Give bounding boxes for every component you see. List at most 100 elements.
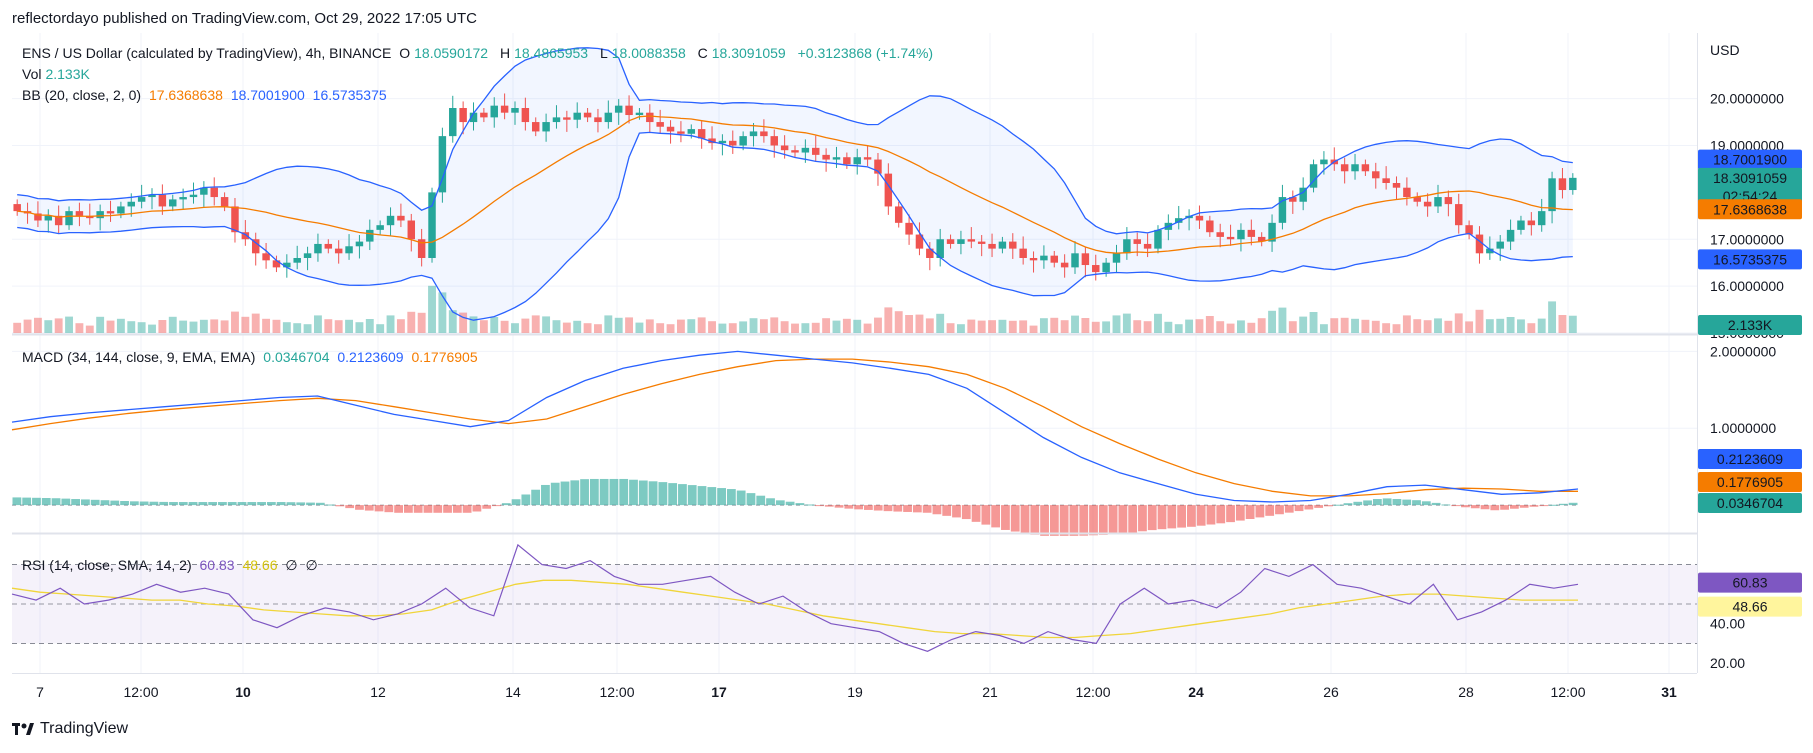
macd-histogram-bar <box>981 505 991 525</box>
volume-bar <box>1174 324 1183 333</box>
candle-body <box>293 258 301 263</box>
low-value: 18.0088358 <box>611 45 686 61</box>
candle-body <box>729 140 737 146</box>
high-value: 18.4865953 <box>514 45 589 61</box>
volume-bar <box>85 325 94 333</box>
volume-bar <box>262 318 271 333</box>
macd-histogram-bar <box>12 497 22 506</box>
macd-histogram-bar <box>844 505 854 509</box>
volume-bar <box>334 320 343 333</box>
macd-histogram-bar <box>1529 505 1539 507</box>
volume-bar <box>687 319 696 333</box>
rsi-value: 60.83 <box>199 557 235 573</box>
macd-histogram-bar <box>1509 505 1519 509</box>
volume-bar <box>1216 321 1225 333</box>
volume-bar <box>1434 318 1442 333</box>
candle-body <box>127 201 135 207</box>
volume-bar <box>1039 318 1048 333</box>
candle-body <box>1496 241 1504 249</box>
macd-histogram-bar <box>1284 505 1294 513</box>
candle-body <box>1486 248 1494 254</box>
macd-histogram-bar <box>1431 502 1441 506</box>
macd-histogram-bar <box>1343 503 1353 506</box>
volume-bar <box>241 316 250 333</box>
rsi-line <box>11 543 1579 652</box>
candle-body <box>1361 164 1370 172</box>
bb-basis-tag-text: 17.6368638 <box>1713 201 1787 217</box>
candle-body <box>469 112 478 123</box>
volume-bar <box>116 318 125 333</box>
candle-body <box>1527 220 1536 226</box>
macd-hist-value: 0.0346704 <box>263 349 330 365</box>
volume-bar <box>210 319 219 333</box>
macd-value: 0.2123609 <box>337 349 404 365</box>
volume-bar <box>365 319 374 333</box>
volume-bar <box>936 313 945 333</box>
candle-body <box>718 140 727 144</box>
macd-histogram-bar <box>257 502 266 506</box>
candle-body <box>376 225 384 230</box>
candle-body <box>853 157 861 165</box>
macd-tick-label: 1.0000000 <box>1710 420 1776 436</box>
volume-bar <box>977 320 986 333</box>
macd-histogram-bar <box>697 486 707 506</box>
macd-lines <box>11 350 1579 536</box>
time-tick-label: 17 <box>711 684 727 700</box>
candle-body <box>1029 258 1038 261</box>
candle-body <box>1226 236 1235 240</box>
volume-bar <box>355 322 364 333</box>
candle-body <box>1444 197 1453 205</box>
volume-bar <box>75 323 84 333</box>
candle-body <box>822 154 830 160</box>
candle-body <box>106 211 115 214</box>
volume-bar <box>1444 320 1453 333</box>
macd-histogram-bar <box>227 502 237 506</box>
volume-bar <box>625 317 634 333</box>
candle-body <box>480 112 488 118</box>
macd-histogram-bar <box>1147 505 1157 531</box>
volume-bar <box>448 310 457 333</box>
volume-bar <box>676 319 685 333</box>
volume-bar <box>905 315 914 333</box>
macd-histogram-bar <box>560 481 570 506</box>
candle-body <box>65 211 73 226</box>
close-value: 18.3091059 <box>711 45 786 61</box>
volume-bar <box>562 322 571 333</box>
macd-histogram-bar <box>629 479 638 506</box>
macd-histogram-bar <box>599 478 609 506</box>
candle-body <box>241 232 250 240</box>
price-tick-label: 17.0000000 <box>1710 231 1784 247</box>
candle-body <box>137 197 146 202</box>
macd-histogram-bar <box>61 498 71 506</box>
time-axis[interactable]: 7 12:00 10 12 14 12:00 17 19 21 12:00 24 26 28 12:00 3… <box>36 684 1677 700</box>
candle-body <box>915 234 924 249</box>
tradingview-footer[interactable]: TradingView <box>12 720 128 738</box>
macd-histogram-bar <box>1519 505 1529 508</box>
bollinger-band-lines <box>17 47 1573 321</box>
macd-histogram-bar <box>335 505 345 507</box>
macd-histogram-bar <box>638 480 648 506</box>
volume-bar <box>23 319 32 333</box>
candle-body <box>1455 204 1463 226</box>
macd-histogram-bar <box>893 505 903 512</box>
macd-histogram-bar <box>658 482 668 506</box>
volume-bar <box>168 316 177 333</box>
macd-histogram-bar <box>472 505 482 512</box>
macd-histogram-bar <box>462 505 472 513</box>
volume-bar <box>1506 317 1515 333</box>
macd-histogram-bar <box>1421 501 1431 506</box>
candle-body <box>977 241 986 244</box>
volume-bar <box>199 319 208 333</box>
macd-histogram-bar <box>41 498 51 506</box>
volume-bar <box>428 285 436 333</box>
macd-histogram-bar <box>120 501 129 506</box>
macd-histogram-bar <box>932 505 942 515</box>
macd-histogram-bar <box>942 505 952 516</box>
volume-bar <box>780 321 789 333</box>
macd-histogram-bar <box>1030 505 1040 535</box>
macd-histogram-bar <box>384 505 394 513</box>
macd-histogram-bar <box>1098 505 1108 535</box>
volume-bar <box>148 324 156 333</box>
candle-body <box>200 187 208 195</box>
